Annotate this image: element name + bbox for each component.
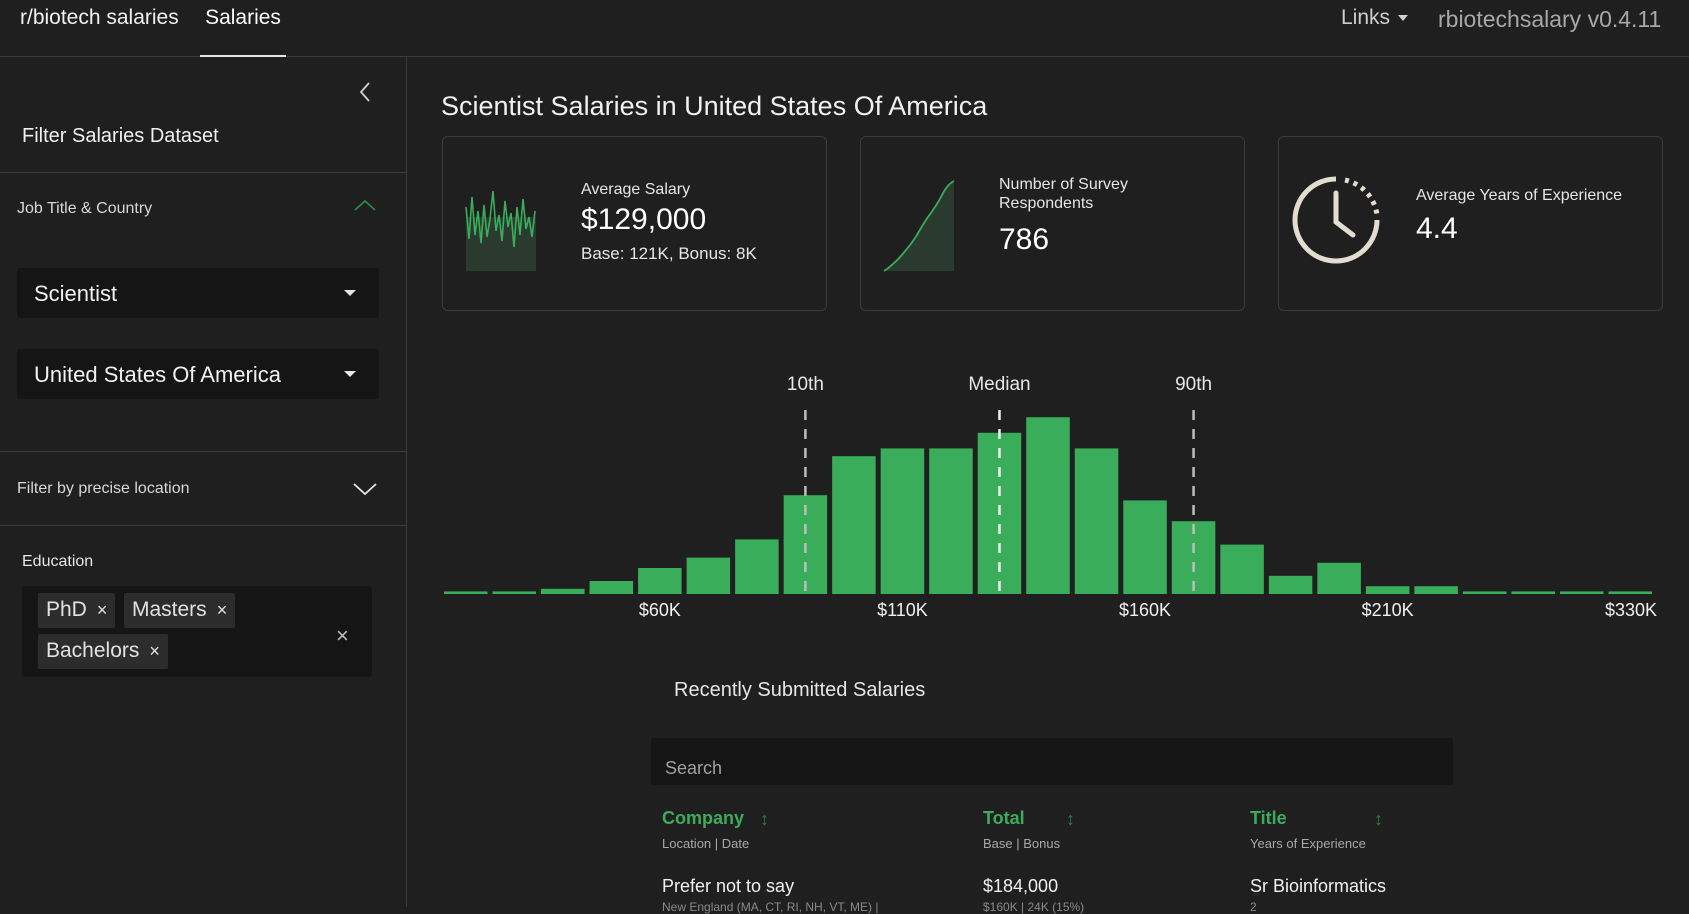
- respondents-label: Number of Survey Respondents: [999, 175, 1128, 213]
- card-experience: Average Years of Experience 4.4: [1278, 136, 1663, 311]
- filter-sidebar: Filter Salaries Dataset Job Title & Coun…: [0, 57, 407, 907]
- row-total: $184,000: [983, 876, 1059, 896]
- links-label: Links: [1341, 6, 1391, 29]
- chip-bachelors: Bachelors ×: [38, 634, 168, 669]
- histogram-bar: [1268, 575, 1313, 594]
- chip-label: Masters: [132, 598, 207, 621]
- histogram-bar: [929, 448, 973, 594]
- histogram-bar: [1559, 591, 1604, 594]
- tab-salaries[interactable]: Salaries: [200, 6, 286, 57]
- top-navbar: r/biotech salaries Salaries Links rbiote…: [0, 0, 1689, 57]
- x-tick-label: $330K: [1605, 600, 1657, 620]
- sidebar-title: Filter Salaries Dataset: [22, 125, 219, 147]
- card-respondents: Number of Survey Respondents 786: [860, 136, 1245, 311]
- accordion-precise-location[interactable]: Filter by precise location: [17, 480, 190, 497]
- histogram-bar: [1317, 562, 1361, 594]
- clock-icon: [1292, 176, 1380, 264]
- chevron-up-icon[interactable]: [353, 198, 377, 212]
- row-title-sub: 2: [1250, 900, 1257, 914]
- sort-icon[interactable]: ↕: [760, 809, 769, 829]
- chip-phd: PhD ×: [38, 593, 116, 628]
- country-select[interactable]: United States Of America: [17, 349, 379, 399]
- divider: [0, 525, 407, 526]
- row-company: Prefer not to say: [662, 876, 795, 896]
- column-sub-total: Base | Bonus: [983, 836, 1061, 851]
- remove-chip-icon[interactable]: ×: [216, 600, 228, 620]
- chip-masters: Masters ×: [124, 593, 236, 628]
- divider: [0, 451, 407, 452]
- country-value: United States Of America: [34, 362, 281, 387]
- histogram-bar: [638, 568, 682, 594]
- job-title-select[interactable]: Scientist: [17, 268, 379, 318]
- caret-down-icon: [344, 371, 356, 377]
- recent-salaries-title: Recently Submitted Salaries: [674, 679, 926, 701]
- percentile-marker-label: 90th: [1175, 374, 1212, 395]
- chevron-left-icon[interactable]: [354, 80, 376, 104]
- salary-histogram: 10th Median 90th $60K $110K $160K $210K $330K: [444, 374, 1657, 620]
- avg-salary-value: $129,000: [581, 203, 707, 236]
- chevron-down-icon[interactable]: [352, 481, 378, 497]
- remove-chip-icon[interactable]: ×: [149, 641, 160, 661]
- histogram-bar: [444, 591, 488, 594]
- column-sub-company: Location | Date: [662, 836, 750, 851]
- histogram-bar: [1511, 591, 1555, 594]
- column-header-title[interactable]: Title: [1250, 808, 1287, 828]
- histogram-bar: [686, 557, 731, 594]
- accordion-job-title-country[interactable]: Job Title & Country: [17, 200, 153, 217]
- sort-icon[interactable]: ↕: [1374, 809, 1383, 829]
- percentile-marker-label: 10th: [787, 374, 824, 395]
- respondents-growth-icon: [883, 180, 955, 272]
- education-multiselect[interactable]: PhD × Masters × Bachelors × ×: [22, 586, 372, 677]
- experience-value: 4.4: [1416, 212, 1458, 245]
- respondents-label-line1: Number of Survey: [999, 176, 1128, 193]
- histogram-bar: [492, 591, 537, 594]
- chip-label: PhD: [46, 598, 87, 621]
- histogram-bar: [735, 539, 779, 594]
- respondents-label-line2: Respondents: [999, 195, 1094, 212]
- caret-down-icon: [1398, 15, 1409, 22]
- divider: [0, 172, 407, 173]
- row-total-sub: $160K | 24K (15%): [983, 900, 1085, 914]
- x-tick-label: $60K: [639, 600, 681, 620]
- x-tick-label: $160K: [1119, 600, 1171, 620]
- page-title: Scientist Salaries in United States Of A…: [441, 91, 988, 121]
- card-average-salary: Average Salary $129,000 Base: 121K, Bonu…: [442, 136, 827, 311]
- histogram-bar: [541, 588, 585, 594]
- histogram-bar: [832, 456, 876, 594]
- histogram-bar: [1414, 586, 1458, 594]
- chip-label: Bachelors: [46, 639, 140, 662]
- percentile-marker-label: Median: [968, 374, 1030, 395]
- histogram-bar: [880, 448, 925, 594]
- respondents-value: 786: [999, 223, 1050, 256]
- salary-sparkline-icon: [465, 190, 536, 271]
- row-company-sub: New England (MA, CT, RI, NH, VT, ME) |: [662, 900, 879, 914]
- job-title-value: Scientist: [34, 281, 118, 306]
- links-dropdown[interactable]: Links: [1341, 6, 1409, 30]
- row-title: Sr Bioinformatics: [1250, 876, 1387, 896]
- search-input[interactable]: [651, 738, 1453, 785]
- histogram-bar: [589, 581, 634, 594]
- histogram-bar: [1220, 544, 1264, 594]
- avg-salary-label: Average Salary: [581, 181, 691, 198]
- histogram-bar: [1365, 586, 1410, 594]
- remove-chip-icon[interactable]: ×: [96, 600, 108, 620]
- avg-salary-breakdown: Base: 121K, Bonus: 8K: [581, 244, 757, 263]
- clear-all-icon[interactable]: ×: [336, 623, 349, 648]
- histogram-bar: [1462, 591, 1507, 594]
- x-tick-label: $210K: [1362, 600, 1414, 620]
- column-sub-title: Years of Experience: [1250, 836, 1366, 851]
- histogram-bar: [1074, 448, 1119, 594]
- column-header-total[interactable]: Total: [983, 808, 1025, 828]
- sort-icon[interactable]: ↕: [1066, 809, 1075, 829]
- column-header-company[interactable]: Company: [662, 808, 745, 828]
- experience-label: Average Years of Experience: [1416, 187, 1623, 204]
- version-label: rbiotechsalary v0.4.11: [1438, 6, 1662, 32]
- education-label: Education: [22, 553, 94, 570]
- brand-link[interactable]: r/biotech salaries: [20, 6, 179, 29]
- histogram-bar: [1026, 417, 1070, 594]
- histogram-bar: [1123, 500, 1167, 594]
- x-tick-label: $110K: [877, 600, 928, 620]
- caret-down-icon: [344, 290, 356, 296]
- histogram-bar: [1608, 591, 1652, 594]
